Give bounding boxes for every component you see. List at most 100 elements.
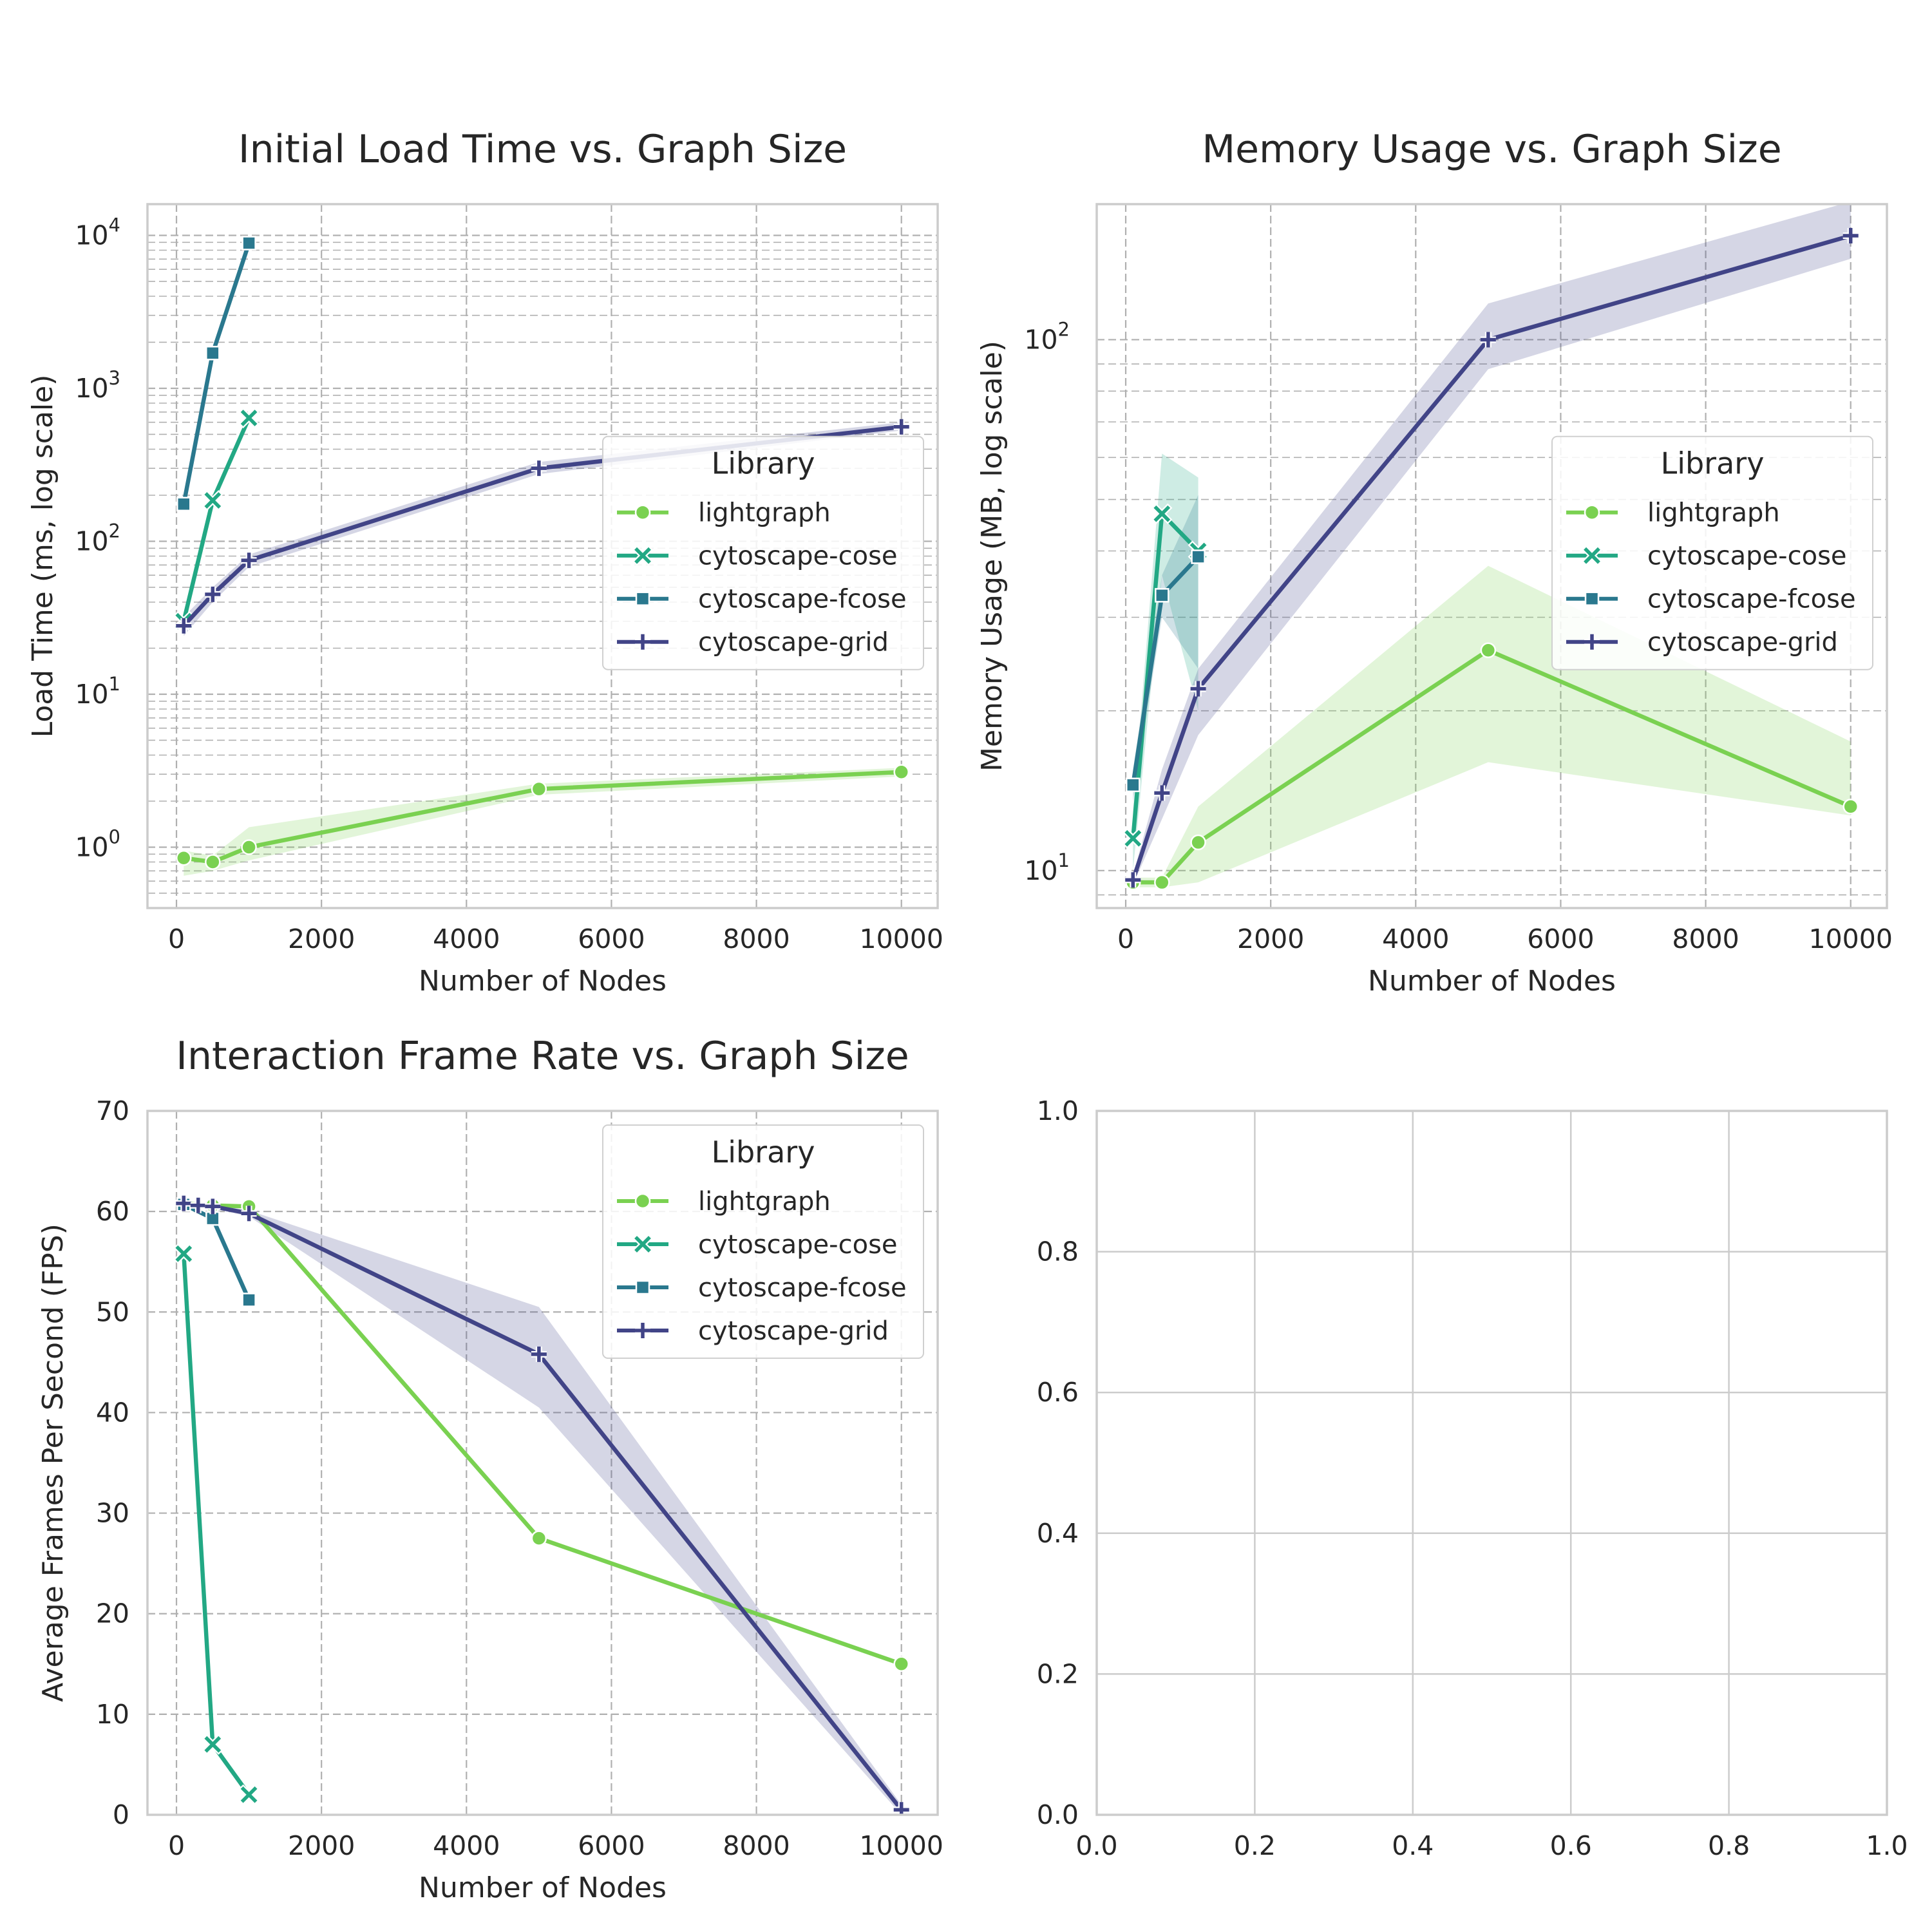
y-tick-label: 50 [96,1296,129,1327]
data-point-cytoscape-fcose [242,1293,256,1307]
axes-frame [1095,1110,1888,1816]
legend-marker [634,1193,651,1209]
y-tick-label: 0.2 [1037,1658,1079,1689]
data-point-cytoscape-grid-shape [1842,227,1859,243]
data-point-cytoscape-grid [1842,227,1859,243]
legend-label: cytoscape-fcose [698,1273,907,1303]
legend-item-lightgraph: lightgraph [617,1187,831,1217]
chart-title: Memory Usage vs. Graph Size [1202,127,1781,172]
data-point-cytoscape-grid [1190,681,1206,697]
data-point-cytoscape-fcose-shape [1126,777,1141,793]
legend-label: lightgraph [698,498,831,528]
legend-title: Library [712,446,815,481]
series-lightgraph [176,764,909,870]
y-tick-base: 10 [75,373,108,404]
x-tick-label: 2000 [1237,923,1304,954]
axes-frame [146,1110,939,1816]
y-tick-base: 10 [75,526,108,556]
legend-marker-shape [634,1236,651,1253]
data-point-lightgraph [205,854,221,870]
legend-marker-shape [635,591,650,606]
series-cytoscape-grid [1125,227,1859,888]
data-point-cytoscape-fcose-shape [242,236,256,251]
data-point-cytoscape-fcose-shape [1155,588,1170,603]
data-point-cytoscape-grid-shape [1125,872,1141,888]
legend-marker [632,545,654,566]
data-point-cytoscape-cose [202,1734,223,1755]
ci-band-cytoscape-grid [184,422,902,636]
legend-marker [635,1280,650,1295]
y-tick-exponent: 0 [109,826,120,848]
y-tick-exponent: 1 [1058,849,1070,871]
data-point-lightgraph [1842,799,1859,815]
data-point-lightgraph-shape [1842,799,1859,815]
data-point-cytoscape-grid-shape [531,460,547,477]
data-point-cytoscape-cose [173,1243,194,1264]
data-point-cytoscape-fcose-shape [242,1293,256,1307]
data-point-cytoscape-fcose [242,236,256,251]
legend-box [602,1124,924,1359]
y-tick-exponent: 2 [109,520,120,542]
x-tick-label: 8000 [723,1830,790,1861]
ci-band-cytoscape-cose [1133,453,1198,871]
data-point-cytoscape-grid-shape [190,1197,206,1213]
plot-area [173,1195,909,1815]
legend-label: cytoscape-cose [1647,542,1847,571]
legend-marker [1584,591,1600,606]
data-point-cytoscape-cose-shape [1153,505,1171,522]
y-tick-label: 1.0 [1037,1095,1079,1126]
y-tick-exponent: 4 [109,214,120,236]
data-point-lightgraph-shape [531,1530,547,1546]
x-ticks: 0.0 0.2 0.4 0.6 0.8 1.0 [1075,1830,1908,1861]
x-tick-label: 8000 [1672,923,1739,954]
data-point-lightgraph [1154,874,1170,891]
x-tick-label: 0 [168,923,185,954]
x-tick-label: 0.4 [1392,1830,1434,1861]
x-tick-label: 0.6 [1550,1830,1592,1861]
data-point-cytoscape-grid-shape [205,1198,221,1215]
data-point-cytoscape-grid-shape [176,618,192,634]
legend-label: cytoscape-fcose [698,585,907,614]
data-point-lightgraph [1480,642,1497,658]
data-point-cytoscape-cose-shape [204,1736,222,1753]
data-point-cytoscape-grid [241,1206,257,1222]
ci-band-cytoscape-grid [184,1201,902,1815]
data-point-cytoscape-grid-shape [893,1802,909,1815]
y-tick-label: 104 [75,214,120,251]
series-cytoscape-cose [173,1243,260,1805]
legend-marker-shape [1584,504,1600,520]
y-tick-exponent: 1 [109,673,120,695]
legend-label: lightgraph [698,1187,831,1217]
y-tick-exponent: 3 [109,367,120,389]
data-point-cytoscape-fcose [1155,588,1170,603]
y-ticks: 0 10 20 30 40 50 60 70 [96,1095,129,1830]
legend-box [602,435,924,670]
chart-title: Interaction Frame Rate vs. Graph Size [176,1034,909,1079]
data-point-cytoscape-fcose-shape [1191,549,1206,564]
legend-marker [1581,545,1603,566]
x-tick-label: 4000 [433,1830,500,1861]
x-ticks: 0 2000 4000 6000 8000 10000 [1117,923,1893,954]
y-tick-label: 60 [96,1196,129,1227]
x-tick-label: 2000 [288,1830,355,1861]
y-tick-label: 70 [96,1095,129,1126]
data-point-cytoscape-grid [1125,872,1141,888]
legend: Library lightgraph cytoscape-cose cytoscape… [1551,435,1873,670]
data-point-cytoscape-cose-shape [240,1786,258,1803]
y-tick-label: 40 [96,1397,129,1428]
legend-marker [635,634,650,650]
series-cytoscape-grid [176,1195,909,1815]
data-point-cytoscape-cose [1151,503,1173,524]
y-tick-label: 103 [75,367,120,404]
data-point-cytoscape-grid [531,460,547,477]
data-point-cytoscape-grid-shape [1154,785,1170,801]
x-tick-label: 6000 [578,923,645,954]
data-point-cytoscape-grid [205,1198,221,1215]
data-point-cytoscape-grid [1480,332,1496,348]
data-point-cytoscape-grid-shape [241,1206,257,1222]
x-axis-label: Number of Nodes [419,965,667,998]
y-tick-base: 10 [1024,324,1057,355]
